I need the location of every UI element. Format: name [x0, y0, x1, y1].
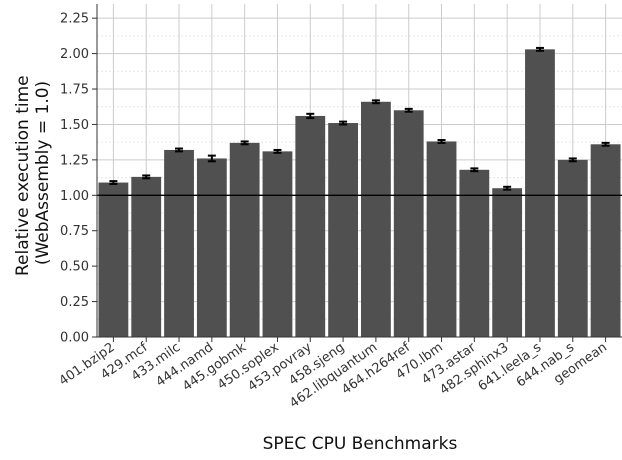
- y-axis-title-line-2: (WebAssembly = 1.0): [33, 81, 53, 265]
- y-tick-label: 0.25: [60, 295, 89, 310]
- bar-444.namd: [196, 158, 227, 337]
- error-bars: [109, 46, 610, 191]
- x-axis-title: SPEC CPU Benchmarks: [263, 434, 458, 454]
- y-tick-label: 1.25: [60, 153, 89, 168]
- bar-470.lbm: [426, 141, 457, 337]
- y-tick-label: 2.25: [60, 12, 89, 27]
- y-tick-label: 2.00: [60, 47, 89, 62]
- bar-644.nab_s: [557, 159, 588, 337]
- y-tick-label: 0.00: [60, 331, 89, 346]
- bars: [98, 49, 621, 338]
- bar-445.gobmk: [229, 142, 260, 337]
- bar-482.sphinx3: [492, 188, 523, 337]
- y-tick-label: 0.50: [60, 260, 89, 275]
- bar-458.sjeng: [328, 123, 358, 337]
- bar-641.leela_s: [525, 49, 555, 338]
- y-tick-label: 1.50: [60, 118, 89, 133]
- bar-462.libquantum: [361, 101, 391, 337]
- bar-geomean: [590, 144, 621, 337]
- bar-429.mcf: [131, 176, 162, 337]
- y-axis-title-line-1: Relative execution time: [13, 75, 33, 276]
- y-tick-label: 0.75: [60, 224, 89, 239]
- y-tick-labels: 0.00 0.25 0.50 0.75 1.00 1.25 1.50 1.75 2.00 2.25: [60, 12, 89, 346]
- y-tick-label: 1.00: [60, 189, 89, 204]
- x-tick-labels: 401.bzip2429.mcf433.milc444.namd445.gobm…: [57, 340, 610, 412]
- axes: [92, 4, 622, 342]
- bar-473.astar: [459, 169, 490, 337]
- y-tick-label: 1.75: [60, 83, 89, 98]
- bar-433.milc: [164, 149, 194, 337]
- bar-453.povray: [295, 115, 326, 338]
- bar-450.soplex: [262, 151, 293, 337]
- bar-464.h264ref: [393, 110, 424, 337]
- y-axis-title: Relative execution time (WebAssembly = 1…: [13, 70, 53, 276]
- bar-401.bzip2: [98, 182, 129, 337]
